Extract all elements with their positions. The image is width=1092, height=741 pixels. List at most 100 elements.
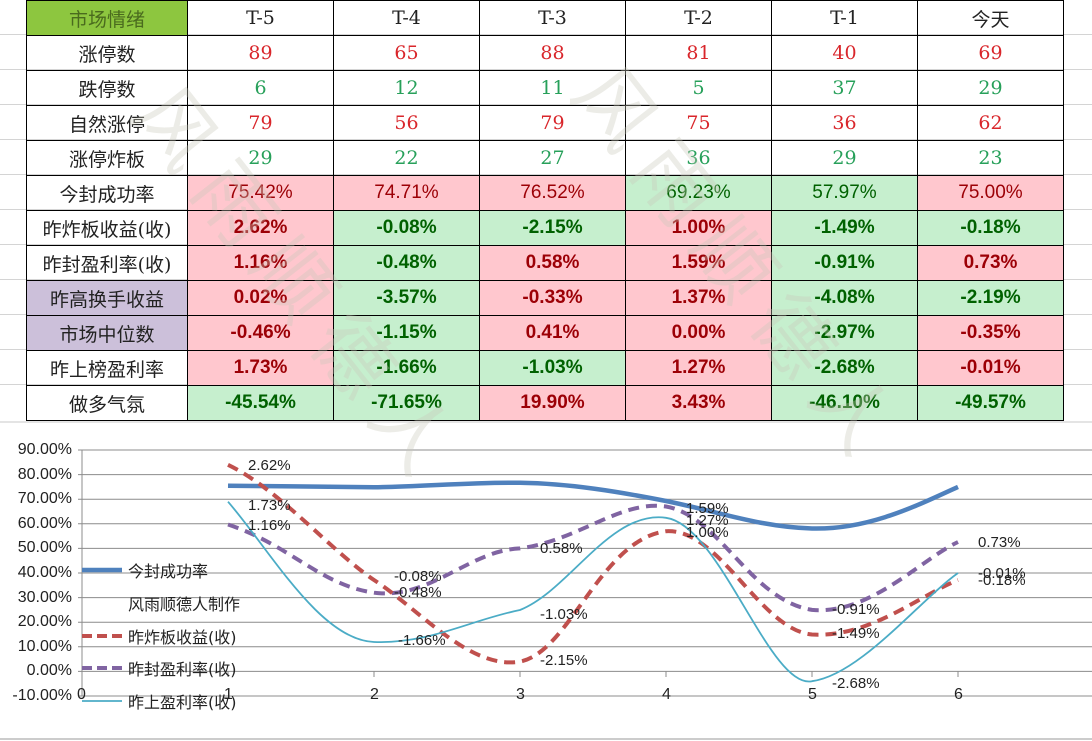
table-cell[interactable]: -49.57% bbox=[917, 385, 1064, 421]
row-label[interactable]: 昨高换手收益 bbox=[26, 280, 188, 316]
table-cell[interactable]: -2.97% bbox=[771, 315, 918, 351]
table-cell[interactable]: 75 bbox=[625, 105, 772, 141]
table-cell[interactable]: 0.00% bbox=[625, 315, 772, 351]
table-cell[interactable]: 1.00% bbox=[625, 210, 772, 246]
table-cell[interactable]: 1.59% bbox=[625, 245, 772, 281]
table-cell[interactable]: 57.97% bbox=[771, 175, 918, 211]
table-cell[interactable]: 76.52% bbox=[479, 175, 626, 211]
row-label[interactable]: 涨停数 bbox=[26, 35, 188, 71]
table-row: 涨停炸板 29 22 27 36 29 23 bbox=[26, 140, 1064, 176]
table-cell[interactable]: 29 bbox=[187, 140, 334, 176]
table-cell[interactable]: 81 bbox=[625, 35, 772, 71]
column-header[interactable]: T-3 bbox=[479, 0, 626, 36]
data-label: -1.49% bbox=[832, 625, 880, 642]
row-label[interactable]: 做多气氛 bbox=[26, 385, 188, 421]
table-cell[interactable]: -2.15% bbox=[479, 210, 626, 246]
table-cell[interactable]: 11 bbox=[479, 70, 626, 106]
table-cell[interactable]: 1.73% bbox=[187, 350, 334, 386]
table-cell[interactable]: 27 bbox=[479, 140, 626, 176]
column-header[interactable]: T-1 bbox=[771, 0, 918, 36]
table-cell[interactable]: 75.42% bbox=[187, 175, 334, 211]
column-header[interactable]: T-2 bbox=[625, 0, 772, 36]
table-cell[interactable]: 23 bbox=[917, 140, 1064, 176]
table-cell[interactable]: -1.66% bbox=[333, 350, 480, 386]
table-cell[interactable]: 79 bbox=[479, 105, 626, 141]
table-cell[interactable]: 2.62% bbox=[187, 210, 334, 246]
table-cell[interactable]: 36 bbox=[625, 140, 772, 176]
table-cell[interactable]: -0.48% bbox=[333, 245, 480, 281]
column-header[interactable]: 今天 bbox=[917, 0, 1064, 36]
table-cell[interactable]: 74.71% bbox=[333, 175, 480, 211]
row-label[interactable]: 市场中位数 bbox=[26, 315, 188, 351]
table-cell[interactable]: -0.91% bbox=[771, 245, 918, 281]
table-cell[interactable]: 69 bbox=[917, 35, 1064, 71]
line-chart[interactable]: 90.00% 80.00% 70.00% 60.00% 50.00% 40.00… bbox=[0, 420, 1092, 741]
table-cell[interactable]: -0.46% bbox=[187, 315, 334, 351]
table-cell[interactable]: 62 bbox=[917, 105, 1064, 141]
row-label[interactable]: 昨封盈利率(收) bbox=[26, 245, 188, 281]
table-cell[interactable]: 40 bbox=[771, 35, 918, 71]
corner-header-cell[interactable]: 市场情绪 bbox=[26, 0, 188, 36]
table-cell[interactable]: 75.00% bbox=[917, 175, 1064, 211]
table-cell[interactable]: 1.37% bbox=[625, 280, 772, 316]
table-cell[interactable]: -0.35% bbox=[917, 315, 1064, 351]
row-label[interactable]: 涨停炸板 bbox=[26, 140, 188, 176]
table-cell[interactable]: -0.08% bbox=[333, 210, 480, 246]
table-cell[interactable]: -2.19% bbox=[917, 280, 1064, 316]
legend-item-list-profit[interactable]: 昨上盈利率(收) bbox=[128, 693, 237, 712]
row-label[interactable]: 昨上榜盈利率 bbox=[26, 350, 188, 386]
table-cell[interactable]: 0.73% bbox=[917, 245, 1064, 281]
table-cell[interactable]: 22 bbox=[333, 140, 480, 176]
row-label[interactable]: 昨炸板收益(收) bbox=[26, 210, 188, 246]
data-label: -0.18% bbox=[978, 572, 1026, 589]
market-sentiment-table: 市场情绪 T-5 T-4 T-3 T-2 T-1 今天 涨停数 89 65 88… bbox=[26, 0, 1064, 421]
table-cell[interactable]: -0.18% bbox=[917, 210, 1064, 246]
table-row: 今封成功率 75.42% 74.71% 76.52% 69.23% 57.97%… bbox=[26, 175, 1064, 211]
column-header[interactable]: T-4 bbox=[333, 0, 480, 36]
table-cell[interactable]: 56 bbox=[333, 105, 480, 141]
table-cell[interactable]: 19.90% bbox=[479, 385, 626, 421]
table-cell[interactable]: -0.33% bbox=[479, 280, 626, 316]
table-cell[interactable]: -4.08% bbox=[771, 280, 918, 316]
table-cell[interactable]: -1.49% bbox=[771, 210, 918, 246]
table-cell[interactable]: -45.54% bbox=[187, 385, 334, 421]
column-header[interactable]: T-5 bbox=[187, 0, 334, 36]
table-cell[interactable]: 0.41% bbox=[479, 315, 626, 351]
table-cell[interactable]: -46.10% bbox=[771, 385, 918, 421]
table-row: 做多气氛 -45.54% -71.65% 19.90% 3.43% -46.10… bbox=[26, 385, 1064, 421]
table-cell[interactable]: 6 bbox=[187, 70, 334, 106]
table-cell[interactable]: 5 bbox=[625, 70, 772, 106]
table-row: 市场中位数 -0.46% -1.15% 0.41% 0.00% -2.97% -… bbox=[26, 315, 1064, 351]
table-cell[interactable]: 79 bbox=[187, 105, 334, 141]
table-cell[interactable]: -1.03% bbox=[479, 350, 626, 386]
data-label: -1.66% bbox=[398, 632, 446, 649]
table-cell[interactable]: -3.57% bbox=[333, 280, 480, 316]
table-cell[interactable]: -71.65% bbox=[333, 385, 480, 421]
table-cell[interactable]: 0.02% bbox=[187, 280, 334, 316]
table-cell[interactable]: 0.58% bbox=[479, 245, 626, 281]
row-label[interactable]: 跌停数 bbox=[26, 70, 188, 106]
table-cell[interactable]: 88 bbox=[479, 35, 626, 71]
row-label[interactable]: 今封成功率 bbox=[26, 175, 188, 211]
legend-item-broken-board[interactable]: 昨炸板收益(收) bbox=[128, 628, 237, 647]
table-cell[interactable]: 89 bbox=[187, 35, 334, 71]
table-cell[interactable]: 1.27% bbox=[625, 350, 772, 386]
legend-item-seal-success[interactable]: 今封成功率 bbox=[128, 562, 209, 581]
table-cell[interactable]: 1.16% bbox=[187, 245, 334, 281]
x-tick-label: 1 bbox=[224, 686, 233, 703]
table-cell[interactable]: 12 bbox=[333, 70, 480, 106]
table-cell[interactable]: 37 bbox=[771, 70, 918, 106]
table-cell[interactable]: 29 bbox=[917, 70, 1064, 106]
legend-item-seal-profit[interactable]: 昨封盈利率(收) bbox=[128, 660, 237, 679]
row-label[interactable]: 自然涨停 bbox=[26, 105, 188, 141]
table-cell[interactable]: 36 bbox=[771, 105, 918, 141]
table-cell[interactable]: -0.01% bbox=[917, 350, 1064, 386]
table-cell[interactable]: 3.43% bbox=[625, 385, 772, 421]
table-cell[interactable]: 65 bbox=[333, 35, 480, 71]
data-label: -0.01% bbox=[978, 565, 1026, 582]
y-tick-label: 40.00% bbox=[17, 564, 72, 581]
table-cell[interactable]: 29 bbox=[771, 140, 918, 176]
table-cell[interactable]: -1.15% bbox=[333, 315, 480, 351]
table-cell[interactable]: 69.23% bbox=[625, 175, 772, 211]
table-cell[interactable]: -2.68% bbox=[771, 350, 918, 386]
